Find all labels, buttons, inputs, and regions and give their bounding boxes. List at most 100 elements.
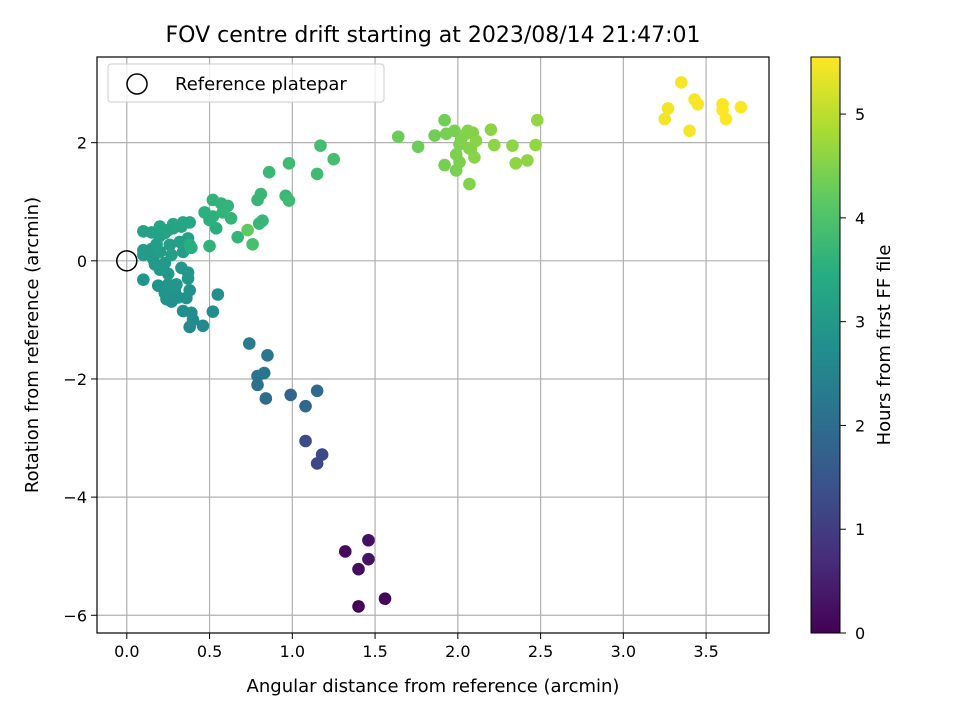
scatter-point xyxy=(231,230,244,244)
scatter-point xyxy=(428,129,441,142)
colorbar-tick-label: 2 xyxy=(855,416,865,435)
scatter-point xyxy=(246,237,259,251)
x-axis-ticks: 0.0 0.5 1.0 1.5 2.0 2.5 3.0 3.5 xyxy=(114,633,719,661)
scatter-point xyxy=(487,138,501,152)
scatter-point xyxy=(463,177,476,191)
x-tick-label: 1.5 xyxy=(362,642,387,661)
scatter-point xyxy=(362,552,375,566)
legend: Reference platepar xyxy=(107,63,385,103)
x-tick-label: 2.0 xyxy=(445,642,470,661)
scatter-point xyxy=(282,194,296,207)
plot-frame xyxy=(96,56,770,634)
scatter-point xyxy=(448,124,461,138)
scatter-point xyxy=(206,305,220,318)
scatter-point xyxy=(683,124,696,138)
scatter-point xyxy=(521,154,534,167)
scatter-point xyxy=(310,384,324,398)
scatter-point xyxy=(310,167,324,181)
scatter-point xyxy=(203,239,216,253)
scatter-point xyxy=(327,152,340,166)
scatter-point xyxy=(241,223,254,237)
x-tick-label: 2.5 xyxy=(528,642,553,661)
scatter-point xyxy=(453,155,466,169)
scatter-point xyxy=(257,366,271,380)
scatter-point xyxy=(256,214,269,227)
colorbar-tick-label: 1 xyxy=(855,520,865,539)
x-tick-label: 0.5 xyxy=(197,642,222,661)
scatter-point xyxy=(391,130,405,144)
scatter-point xyxy=(242,337,256,350)
colorbar-tick-label: 4 xyxy=(855,209,865,228)
scatter-point xyxy=(153,220,167,233)
scatter-point xyxy=(299,434,312,448)
scatter-point xyxy=(362,533,375,547)
scatter-point xyxy=(734,100,748,114)
scatter-point xyxy=(438,113,451,127)
scatter-point xyxy=(262,165,276,179)
scatter-point xyxy=(529,138,542,152)
scatter-point xyxy=(530,113,544,127)
x-tick-label: 3.5 xyxy=(693,642,718,661)
y-tick-label: −4 xyxy=(63,488,87,507)
scatter-point xyxy=(175,261,188,275)
colorbar-label: Hours from first FF file xyxy=(874,245,895,446)
scatter-point xyxy=(506,139,519,152)
scatter-point xyxy=(165,248,178,262)
reference-marker-group xyxy=(116,250,138,272)
data-points xyxy=(137,76,748,613)
scatter-point xyxy=(211,288,225,301)
scatter-point xyxy=(170,278,183,291)
legend-label: Reference platepar xyxy=(175,74,347,95)
scatter-point xyxy=(259,392,273,405)
scatter-point xyxy=(185,241,198,255)
y-tick-label: −6 xyxy=(63,606,87,625)
colorbar-tick-label: 0 xyxy=(855,624,865,643)
scatter-point xyxy=(352,562,365,576)
scatter-point xyxy=(284,388,297,402)
x-tick-label: 1.0 xyxy=(280,642,305,661)
scatter-point xyxy=(378,592,392,606)
y-tick-label: 2 xyxy=(77,134,87,153)
colorbar-tick-label: 3 xyxy=(855,313,865,332)
scatter-point xyxy=(151,279,165,292)
scatter-point xyxy=(203,213,216,227)
y-tick-label: −2 xyxy=(63,370,87,389)
scatter-point xyxy=(719,112,733,126)
scatter-point xyxy=(691,97,705,111)
reference-marker xyxy=(116,250,138,272)
scatter-point xyxy=(315,448,329,461)
x-tick-label: 0.0 xyxy=(114,642,139,661)
colorbar-tick-label: 5 xyxy=(855,105,865,124)
grid-lines xyxy=(97,57,769,633)
y-axis-label: Rotation from reference (arcmin) xyxy=(22,197,43,493)
scatter-point xyxy=(185,306,198,320)
colorbar-ticks: 0 1 2 3 4 5 xyxy=(840,105,865,643)
scatter-point xyxy=(484,123,498,136)
scatter-point xyxy=(338,545,352,558)
scatter-point xyxy=(196,319,210,333)
y-axis-ticks: −6 −4 −2 0 2 xyxy=(63,134,97,625)
scatter-point xyxy=(469,134,483,148)
x-tick-label: 3.0 xyxy=(611,642,636,661)
legend-marker xyxy=(126,73,148,95)
scatter-point xyxy=(251,378,264,392)
scatter-point xyxy=(411,140,425,154)
scatter-point xyxy=(176,216,190,229)
legend-box xyxy=(107,63,385,103)
scatter-point xyxy=(224,211,238,225)
scatter-point xyxy=(261,349,274,362)
scatter-point xyxy=(658,112,672,126)
scatter-point xyxy=(137,273,150,287)
scatter-point xyxy=(661,102,675,115)
scatter-point xyxy=(183,284,196,297)
scatter-point xyxy=(254,187,268,201)
scatter-point xyxy=(438,158,451,172)
x-axis-label: Angular distance from reference (arcmin) xyxy=(247,676,620,697)
scatter-point xyxy=(468,151,481,164)
scatter-point xyxy=(509,157,523,170)
scatter-point xyxy=(163,238,177,252)
scatter-point xyxy=(282,157,296,170)
colorbar xyxy=(810,56,841,634)
y-tick-label: 0 xyxy=(77,252,87,271)
